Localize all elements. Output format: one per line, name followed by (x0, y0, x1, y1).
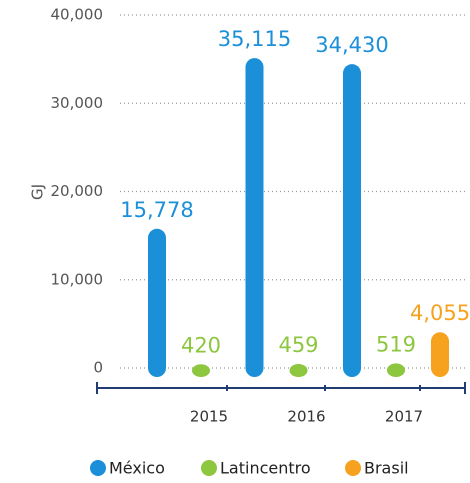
legend-label: Brasil (364, 459, 409, 478)
bar (192, 364, 210, 377)
x-tick-label: 2015 (190, 408, 228, 426)
y-tick-label: 40,000 (51, 6, 104, 24)
y-tick-label: 30,000 (51, 94, 104, 112)
value-label: 519 (376, 332, 416, 356)
value-label: 4,055 (410, 301, 470, 325)
bar (289, 363, 308, 377)
bar (343, 64, 361, 378)
value-label: 420 (181, 333, 221, 357)
bar (387, 363, 405, 377)
bar (431, 332, 449, 377)
value-label: 459 (278, 333, 318, 357)
value-label: 34,430 (315, 33, 388, 57)
x-tick-label: 2016 (287, 408, 325, 426)
bar (245, 58, 264, 377)
y-tick-label: 20,000 (51, 182, 104, 200)
x-tick-label: 2017 (385, 408, 423, 426)
legend-swatch (201, 460, 217, 476)
legend-label: Latincentro (220, 459, 311, 478)
y-tick-label: 10,000 (51, 270, 104, 288)
y-tick-label: 0 (93, 359, 103, 377)
legend-swatch (90, 460, 106, 476)
bar (148, 228, 166, 377)
value-label: 35,115 (218, 27, 291, 51)
legend-label: México (109, 459, 165, 478)
value-label: 15,778 (120, 198, 193, 222)
legend-swatch (345, 460, 361, 476)
x-axis (96, 382, 466, 394)
y-axis-label: GJ (29, 184, 47, 200)
